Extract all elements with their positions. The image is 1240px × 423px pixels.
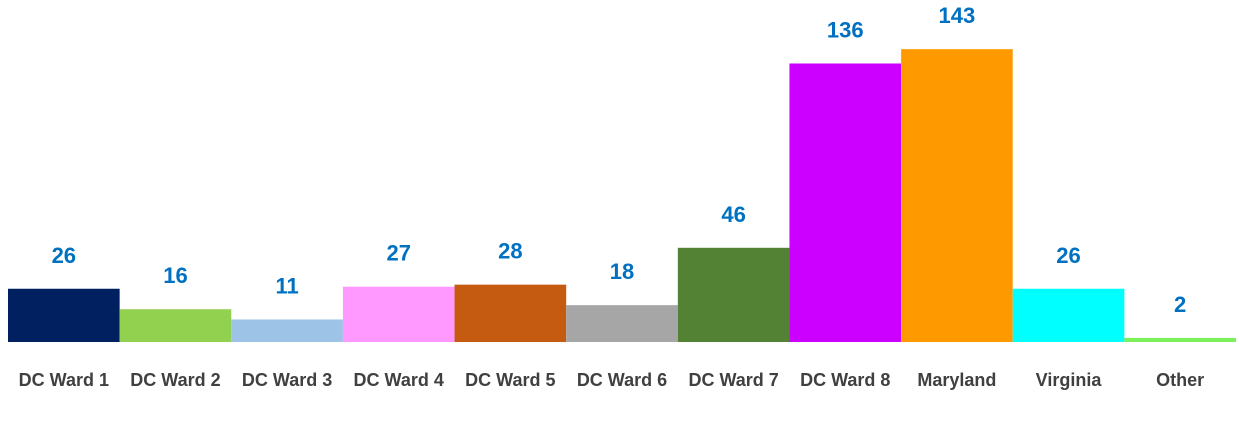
x-tick-label: DC Ward 5 — [465, 370, 556, 390]
value-label: 16 — [163, 263, 187, 288]
x-tick-label: DC Ward 3 — [241, 370, 333, 390]
value-label: 11 — [275, 273, 298, 298]
value-label: 46 — [721, 202, 745, 227]
x-tick-label: DC Ward 1 — [18, 370, 109, 390]
value-label: 26 — [52, 243, 76, 268]
x-tick-label: Virginia — [1035, 370, 1102, 390]
bar — [677, 247, 790, 342]
value-label: 143 — [939, 3, 976, 28]
value-label: 136 — [827, 17, 864, 42]
bar — [901, 49, 1013, 343]
x-tick-label: DC Ward 6 — [576, 370, 668, 390]
bar — [1012, 288, 1125, 342]
value-label: 27 — [386, 241, 410, 266]
bar — [454, 284, 567, 342]
value-label: 2 — [1174, 292, 1186, 317]
x-tick-label: DC Ward 2 — [130, 370, 221, 390]
bar — [342, 286, 455, 342]
x-tick-label: DC Ward 8 — [800, 370, 891, 390]
bar — [1124, 337, 1236, 342]
value-label: 18 — [610, 259, 634, 284]
x-tick-label: DC Ward 4 — [353, 370, 444, 390]
value-label: 26 — [1056, 243, 1080, 268]
bar — [8, 288, 120, 342]
bar — [231, 319, 343, 342]
x-tick-label: Maryland — [917, 370, 997, 390]
bar — [789, 63, 902, 342]
value-label: 28 — [498, 239, 522, 264]
x-tick-label: Other — [1156, 370, 1205, 390]
bar — [566, 305, 678, 342]
bar — [119, 309, 232, 342]
x-tick-label: DC Ward 7 — [688, 370, 779, 390]
